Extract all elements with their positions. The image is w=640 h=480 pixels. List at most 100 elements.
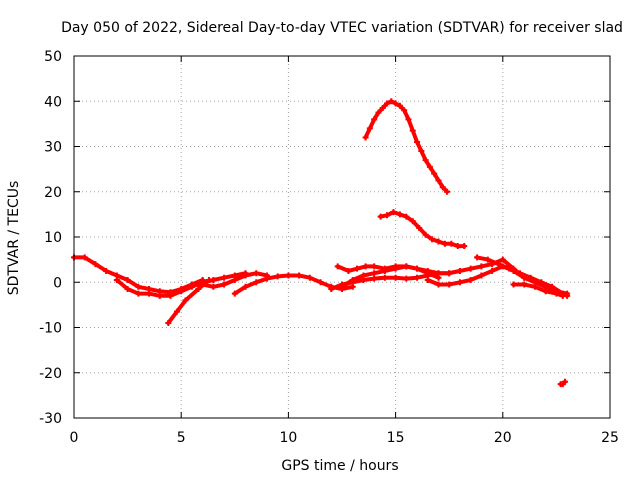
data-point (306, 274, 313, 281)
data-point (401, 107, 408, 114)
data-point (456, 267, 463, 274)
data-point (467, 265, 474, 272)
data-point (495, 261, 502, 268)
data-point (396, 211, 403, 218)
data-point (362, 263, 369, 270)
data-point (403, 275, 410, 282)
data-point (531, 283, 538, 290)
data-point (454, 243, 461, 250)
y-tick-label: 10 (44, 230, 62, 246)
data-point (448, 240, 455, 247)
x-tick-label: 20 (494, 430, 512, 446)
data-point (409, 218, 416, 225)
data-point (188, 283, 195, 290)
data-point (199, 281, 206, 288)
x-tick-label: 25 (601, 430, 619, 446)
data-point (467, 276, 474, 283)
data-point (388, 98, 395, 105)
data-point (285, 272, 292, 279)
data-point (317, 279, 324, 286)
data-point (103, 267, 110, 274)
data-point (253, 270, 260, 277)
data-point (345, 267, 352, 274)
data-point (426, 163, 433, 170)
data-point (354, 265, 361, 272)
data-point (390, 209, 397, 216)
ticks: 0 5 10 15 20 25 -30 -20 -10 0 10 20 30 40 50 (39, 49, 619, 446)
data-point (165, 319, 172, 326)
data-point (371, 275, 378, 282)
data-point (392, 100, 399, 107)
data-point (414, 274, 421, 281)
data-point (178, 288, 185, 295)
data-point (396, 102, 403, 109)
data-point (392, 265, 399, 272)
data-point (362, 134, 369, 141)
data-point (334, 263, 341, 270)
y-tick-label: -10 (39, 321, 62, 337)
data-point (113, 276, 120, 283)
data-point (431, 170, 438, 177)
data-point (553, 290, 560, 297)
x-axis-title: GPS time / hours (281, 458, 398, 474)
data-point (414, 138, 421, 145)
data-point (441, 240, 448, 247)
data-point (173, 308, 180, 315)
data-point (81, 254, 88, 261)
data-point (253, 279, 260, 286)
series-arc-main-j (475, 255, 570, 298)
data-point (156, 292, 163, 299)
x-tick-label: 0 (70, 430, 79, 446)
data-point (135, 283, 142, 290)
data-point (371, 263, 378, 270)
data-point (549, 283, 556, 290)
data-point (435, 238, 442, 245)
data-point (446, 270, 453, 277)
data-point (506, 265, 513, 272)
data-point (371, 270, 378, 277)
data-point (435, 274, 442, 281)
data-point (124, 276, 131, 283)
data-point (405, 116, 412, 123)
data-point (242, 283, 249, 290)
data-point (296, 272, 303, 279)
data-point (414, 265, 421, 272)
data-point (339, 283, 345, 290)
data-point (521, 281, 528, 288)
y-tick-label: 40 (44, 94, 62, 110)
data-point (474, 254, 481, 261)
y-tick-label: -20 (39, 366, 62, 382)
data-point (416, 224, 423, 231)
data-point (510, 281, 517, 288)
data-point (484, 256, 491, 263)
series-arc-main-h (340, 264, 441, 289)
data-point (403, 213, 410, 220)
data-point (231, 290, 238, 297)
data-point (366, 125, 373, 132)
data-point (242, 272, 249, 279)
data-point (461, 243, 468, 250)
data-point (422, 157, 429, 164)
data-point (499, 256, 506, 263)
data-point (124, 286, 131, 293)
data-point (392, 274, 399, 281)
x-tick-label: 5 (177, 430, 186, 446)
data-point (435, 177, 442, 184)
data-point (206, 276, 213, 283)
data-point (379, 105, 386, 112)
data-point (538, 279, 545, 286)
y-tick-label: 50 (44, 49, 62, 65)
data-point (231, 276, 238, 283)
data-point (422, 231, 429, 238)
data-point (146, 290, 153, 297)
data-point (489, 267, 496, 274)
data-point (424, 270, 431, 277)
data-point (542, 288, 549, 295)
data-point (403, 263, 410, 270)
x-tick-label: 10 (279, 430, 297, 446)
data-point (478, 272, 485, 279)
data-point (384, 100, 391, 107)
data-point (360, 272, 367, 279)
y-tick-label: 0 (53, 275, 62, 291)
